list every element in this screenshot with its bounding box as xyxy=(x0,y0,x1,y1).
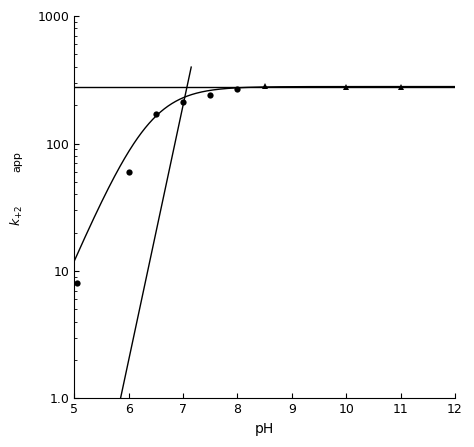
X-axis label: pH: pH xyxy=(255,422,274,436)
Text: app: app xyxy=(12,151,22,172)
Text: $k_{+2}$: $k_{+2}$ xyxy=(9,204,25,226)
